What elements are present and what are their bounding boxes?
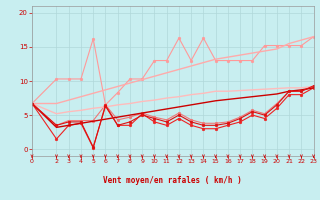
X-axis label: Vent moyen/en rafales ( km/h ): Vent moyen/en rafales ( km/h ) [103,176,242,185]
